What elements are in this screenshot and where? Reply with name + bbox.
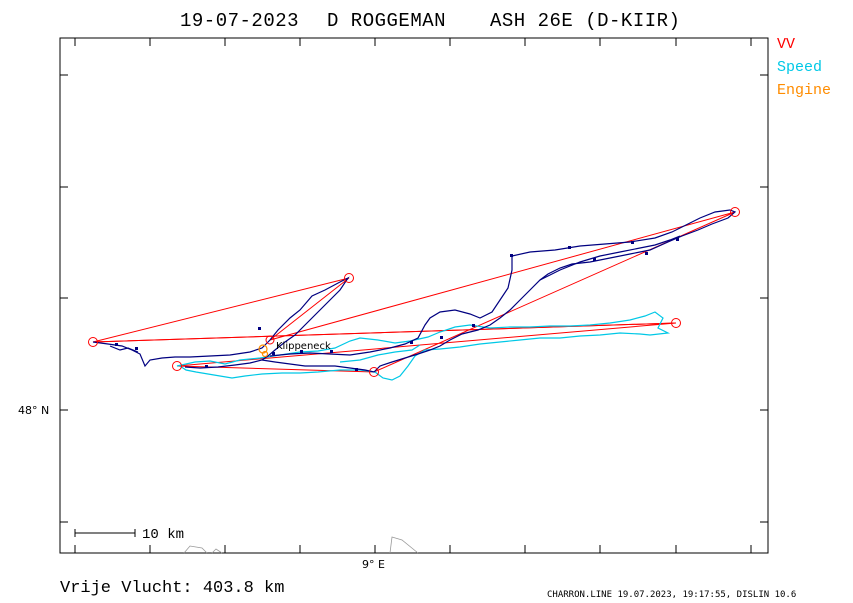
title-date: 19-07-2023 [180,10,299,32]
speed-track [176,311,671,381]
scale-label: 10 km [142,527,184,543]
place-label: Klippeneck [276,341,331,352]
task-legs [92,211,736,373]
frame-ticks [60,38,768,553]
lat-label: 48° N [18,404,49,417]
legend-vv: VV [777,36,795,53]
turnpoints [88,207,740,377]
credit-text: CHARRON.LINE 19.07.2023, 19:17:55, DISLI… [547,590,796,600]
track-markers [115,238,679,371]
title-glider: ASH 26E (D-KIIR) [490,10,680,32]
border-lines [183,536,419,554]
title-pilot: D ROGGEMAN [327,10,446,32]
legend-speed: Speed [777,59,822,76]
distance-text: Vrije Vlucht: 403.8 km [60,579,284,598]
scale-bar [74,529,136,537]
legend-engine: Engine [777,82,831,99]
engine-markers [258,344,269,358]
map-frame [59,37,769,554]
lon-label: 9° E [362,558,385,571]
flight-track [92,209,737,373]
